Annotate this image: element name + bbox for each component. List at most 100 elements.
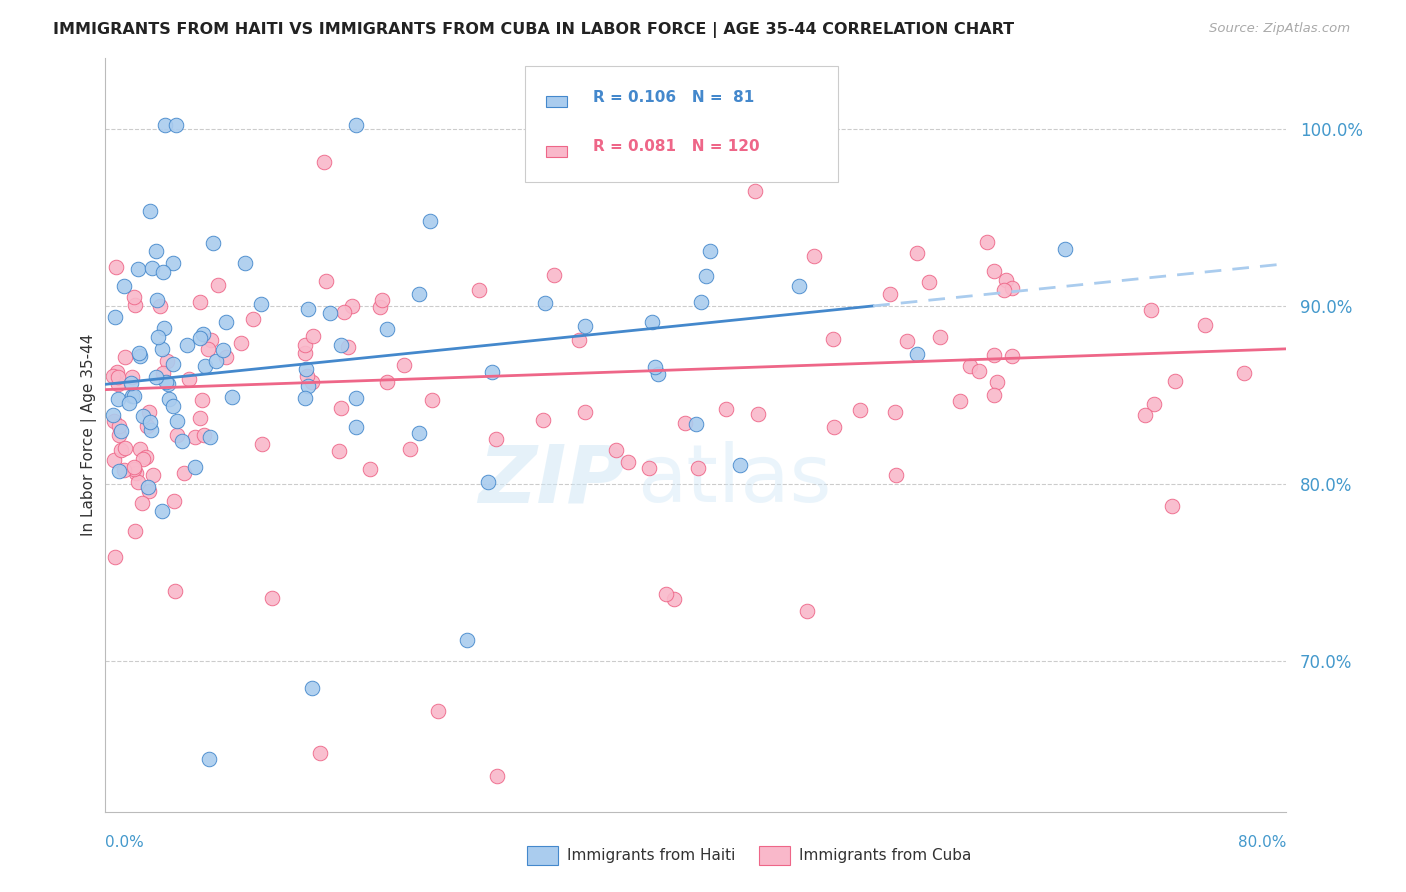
Point bbox=[142, 468, 165, 483]
Point bbox=[294, 346, 316, 360]
Point bbox=[796, 604, 818, 618]
Point bbox=[329, 337, 352, 351]
Point bbox=[104, 549, 127, 564]
Point bbox=[330, 401, 353, 416]
Point bbox=[108, 427, 131, 442]
Point bbox=[468, 283, 491, 297]
Point bbox=[1001, 281, 1024, 295]
Point bbox=[108, 464, 131, 478]
Point bbox=[127, 262, 149, 277]
Point bbox=[136, 480, 159, 494]
Point bbox=[132, 451, 155, 466]
Point bbox=[295, 362, 318, 376]
Point bbox=[730, 458, 752, 472]
Point bbox=[163, 494, 186, 508]
Point bbox=[359, 462, 381, 476]
Point bbox=[194, 359, 217, 373]
Point bbox=[907, 347, 929, 361]
Point bbox=[155, 376, 177, 390]
Point bbox=[485, 769, 508, 783]
Text: Immigrants from Cuba: Immigrants from Cuba bbox=[799, 848, 972, 863]
Point bbox=[124, 461, 146, 475]
Point bbox=[122, 459, 145, 474]
Point bbox=[146, 293, 169, 308]
Point bbox=[685, 417, 707, 431]
Point bbox=[294, 338, 316, 352]
Text: IMMIGRANTS FROM HAITI VS IMMIGRANTS FROM CUBA IN LABOR FORCE | AGE 35-44 CORRELA: IMMIGRANTS FROM HAITI VS IMMIGRANTS FROM… bbox=[53, 22, 1015, 38]
Point bbox=[1143, 397, 1166, 411]
Point bbox=[162, 357, 184, 371]
Point bbox=[983, 264, 1005, 278]
Point bbox=[101, 409, 124, 423]
Point bbox=[419, 214, 441, 228]
Text: Source: ZipAtlas.com: Source: ZipAtlas.com bbox=[1209, 22, 1350, 36]
Point bbox=[120, 376, 142, 390]
Point bbox=[747, 407, 769, 421]
Point bbox=[426, 704, 449, 718]
Point bbox=[107, 392, 129, 406]
Point bbox=[346, 119, 368, 133]
Point bbox=[744, 184, 766, 198]
Point bbox=[197, 751, 219, 765]
Point bbox=[332, 305, 354, 319]
Point bbox=[301, 329, 323, 343]
Point bbox=[297, 301, 319, 316]
Point bbox=[375, 321, 398, 335]
Point bbox=[145, 244, 167, 259]
Point bbox=[250, 437, 273, 451]
Point bbox=[145, 370, 167, 384]
Point bbox=[344, 420, 367, 434]
Point bbox=[1001, 350, 1024, 364]
Point bbox=[260, 591, 283, 605]
Point bbox=[568, 333, 591, 347]
Bar bbox=[546, 145, 567, 157]
Point bbox=[157, 392, 180, 406]
Point bbox=[823, 419, 845, 434]
Point bbox=[153, 119, 176, 133]
Point bbox=[124, 466, 146, 480]
Point bbox=[337, 340, 360, 354]
Point bbox=[135, 419, 157, 434]
Point bbox=[107, 365, 129, 379]
Point bbox=[690, 295, 713, 310]
Point bbox=[803, 249, 825, 263]
Text: atlas: atlas bbox=[637, 441, 831, 519]
Point bbox=[986, 375, 1008, 389]
Point bbox=[1194, 318, 1216, 332]
Text: ZIP: ZIP bbox=[478, 441, 626, 519]
Point bbox=[139, 415, 162, 429]
Point bbox=[543, 268, 565, 282]
Point bbox=[150, 504, 173, 518]
Point bbox=[574, 318, 596, 333]
Point bbox=[166, 427, 188, 442]
Point bbox=[152, 265, 174, 279]
Point bbox=[848, 403, 870, 417]
Point bbox=[368, 301, 391, 315]
Point bbox=[128, 346, 150, 360]
Point bbox=[976, 235, 998, 249]
Point bbox=[129, 349, 152, 363]
Point bbox=[993, 283, 1015, 297]
Point bbox=[197, 342, 219, 356]
Point bbox=[297, 368, 319, 383]
Point bbox=[149, 298, 172, 312]
Point bbox=[166, 414, 188, 428]
Text: R = 0.106   N =  81: R = 0.106 N = 81 bbox=[593, 90, 755, 104]
Point bbox=[205, 354, 228, 368]
Point bbox=[188, 331, 211, 345]
Point bbox=[183, 460, 205, 475]
Point bbox=[884, 468, 907, 483]
Point bbox=[242, 311, 264, 326]
Point bbox=[879, 286, 901, 301]
Point bbox=[138, 484, 160, 499]
Point bbox=[104, 310, 127, 324]
Point bbox=[949, 393, 972, 408]
Text: 80.0%: 80.0% bbox=[1239, 836, 1286, 850]
Point bbox=[170, 434, 193, 448]
Point bbox=[173, 466, 195, 480]
Point bbox=[641, 315, 664, 329]
Point bbox=[129, 442, 152, 456]
Point bbox=[673, 416, 696, 430]
Point bbox=[121, 370, 143, 384]
Point bbox=[139, 204, 162, 219]
